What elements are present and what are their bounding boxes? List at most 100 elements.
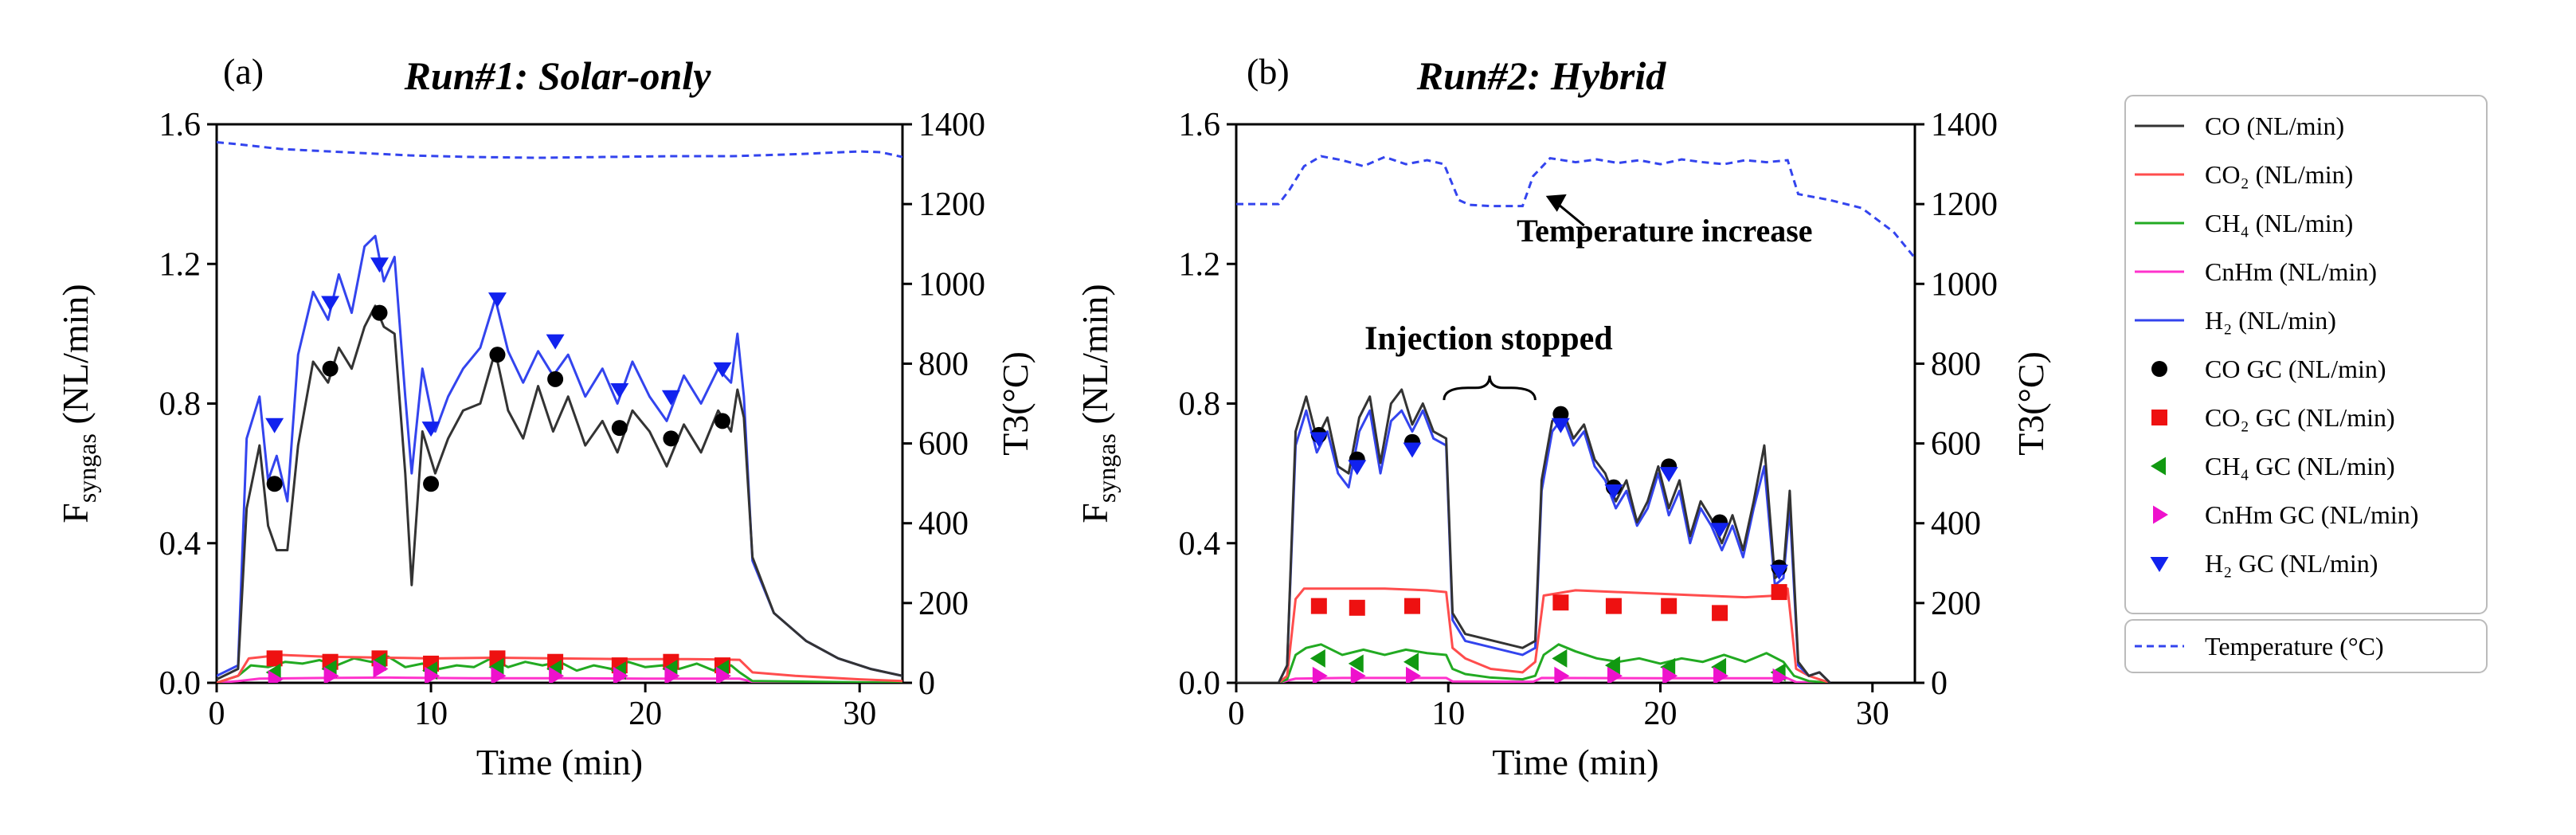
legend-swatch-cnhm-gc-nl-min [2153, 505, 2168, 524]
y2-tick-label: 1000 [1931, 266, 1998, 303]
marker-co2-gc [1310, 598, 1327, 614]
legend-label-h-nl-min: H₂ (NL/min) [2205, 306, 2336, 335]
marker-h2-gc [1551, 418, 1570, 433]
x-tick-label: 0 [1228, 696, 1245, 732]
chart-title: Run#2: Hybrid [1416, 53, 1667, 98]
annotation-injection-stopped: Injection stopped [1364, 321, 1613, 358]
legend-label-cnhm-gc-nl-min: CnHm GC (NL/min) [2205, 500, 2418, 529]
annotation-temperature-increase: Temperature increase [1517, 213, 1812, 249]
y2-tick-label: 800 [918, 346, 969, 382]
y-tick-label: 0.8 [159, 386, 202, 423]
marker-ch4-gc [1660, 657, 1676, 676]
axes-frame [215, 123, 904, 684]
marker-h2-gc [1310, 432, 1329, 448]
y-tick-label: 1.6 [159, 107, 202, 143]
marker-h2-gc [370, 257, 389, 273]
x-tick-label: 10 [414, 696, 448, 732]
marker-cnhm-gc [1607, 666, 1623, 683]
y2-tick-label: 1200 [918, 186, 985, 223]
y-tick-label: 0.0 [159, 665, 202, 702]
x-tick-label: 0 [209, 696, 225, 732]
marker-ch4-gc [1711, 657, 1727, 676]
marker-h2-gc [1604, 484, 1623, 500]
y2-tick-label: 1400 [1931, 107, 1998, 143]
chart-title: Run#1: Solar-only [404, 53, 712, 98]
y2-tick-label: 1400 [918, 107, 985, 143]
marker-co2-gc [1771, 584, 1787, 601]
marker-cnhm-gc [1772, 668, 1788, 683]
marker-co-gc [423, 476, 440, 492]
marker-co-gc [371, 304, 388, 321]
y2-tick-label: 0 [918, 665, 935, 702]
marker-h2-gc [1659, 467, 1678, 483]
chart-panel-b: (b) Run#2: Hybrid 0 10 20 30 0.0 0.4 0.8 1.2 1.6 0 2… [1075, 51, 2051, 782]
marker-h2-gc [1770, 564, 1789, 580]
y2-tick-label: 1000 [918, 266, 985, 303]
marker-cnhm-gc [1713, 666, 1729, 683]
y2-tick-label: 0 [1931, 665, 1948, 702]
marker-h2-gc [546, 334, 565, 350]
marker-ch4-gc [1403, 653, 1419, 672]
y2-tick-label: 400 [918, 506, 969, 543]
annotation-arrowhead [1545, 194, 1567, 212]
x-tick-label: 10 [1431, 696, 1465, 732]
marker-co2-gc [1712, 605, 1728, 621]
legend-swatch-ch-gc-nl-min [2151, 457, 2166, 476]
marker-co-gc [266, 476, 283, 492]
marker-h2-gc [1403, 442, 1422, 458]
marker-co-gc [611, 420, 628, 437]
y-tick-label: 1.2 [1179, 246, 1221, 283]
legend-label-co-nl-min: CO₂ (NL/min) [2205, 160, 2353, 189]
marker-co-gc [1552, 406, 1569, 422]
marker-co2-gc [1349, 599, 1365, 616]
legend-label-ch-nl-min: CH₄ (NL/min) [2205, 209, 2353, 237]
series-line-cnhm [1236, 676, 1830, 683]
y2-tick-label: 400 [1931, 506, 1981, 543]
legend: CO (NL/min) CO₂ (NL/min) CH₄ (NL/min) CnHm … [2124, 95, 2488, 673]
marker-h2-gc [610, 382, 629, 398]
marker-co2-gc [1403, 598, 1420, 614]
series-line-ch4 [1236, 643, 1830, 683]
y-axis-label: Fsyngas (NL/min) [1075, 284, 1121, 523]
marker-cnhm-gc [1350, 666, 1366, 683]
y-tick-label: 0.4 [1179, 526, 1221, 563]
legend-label-cnhm-nl-min: CnHm (NL/min) [2205, 257, 2377, 286]
legend-label-co-gc-nl-min: CO GC (NL/min) [2205, 355, 2386, 383]
marker-co2-gc [1552, 594, 1569, 611]
marker-co2-gc [1661, 598, 1678, 614]
marker-co-gc [489, 347, 506, 363]
y2-tick-label: 800 [1931, 346, 1981, 382]
y2-axis-label: T3(°C) [995, 351, 1035, 456]
legend-box-temperature [2124, 619, 2488, 673]
marker-cnhm-gc [491, 666, 507, 683]
legend-label-h-gc-nl-min: H₂ GC (NL/min) [2205, 549, 2378, 578]
series-line-h2 [217, 234, 902, 677]
y2-axis-label: T3(°C) [2010, 351, 2051, 456]
series-line-h2 [1236, 409, 1831, 683]
marker-co-gc [663, 430, 679, 447]
marker-cnhm-gc [1554, 666, 1570, 683]
marker-h2-gc [321, 296, 340, 312]
marker-ch4-gc [1604, 656, 1620, 675]
plot-area [217, 141, 902, 683]
axes-frame [1235, 123, 1916, 684]
marker-h2-gc [421, 421, 440, 437]
y-tick-label: 1.6 [1179, 107, 1221, 143]
series-line-co2 [217, 653, 902, 683]
y-tick-label: 0.8 [1179, 386, 1221, 423]
panel-label: (a) [223, 51, 264, 92]
marker-ch4-gc [1552, 649, 1568, 668]
marker-co2-gc [1605, 598, 1622, 614]
marker-h2-gc [1710, 523, 1729, 539]
x-axis-label: Time (min) [476, 742, 643, 782]
curly-brace [1443, 375, 1537, 401]
marker-cnhm-gc [373, 659, 389, 678]
temperature-line [1236, 155, 1915, 259]
x-axis-label: Time (min) [1492, 742, 1658, 782]
marker-h2-gc [713, 362, 732, 378]
y2-tick-label: 200 [918, 586, 969, 622]
chart-panel-a: (a) Run#1: Solar-only 0 10 20 30 0.0 0.4 0.8 1.2 1… [55, 51, 1035, 782]
marker-ch4-gc [1348, 654, 1364, 673]
marker-cnhm-gc [549, 666, 565, 683]
